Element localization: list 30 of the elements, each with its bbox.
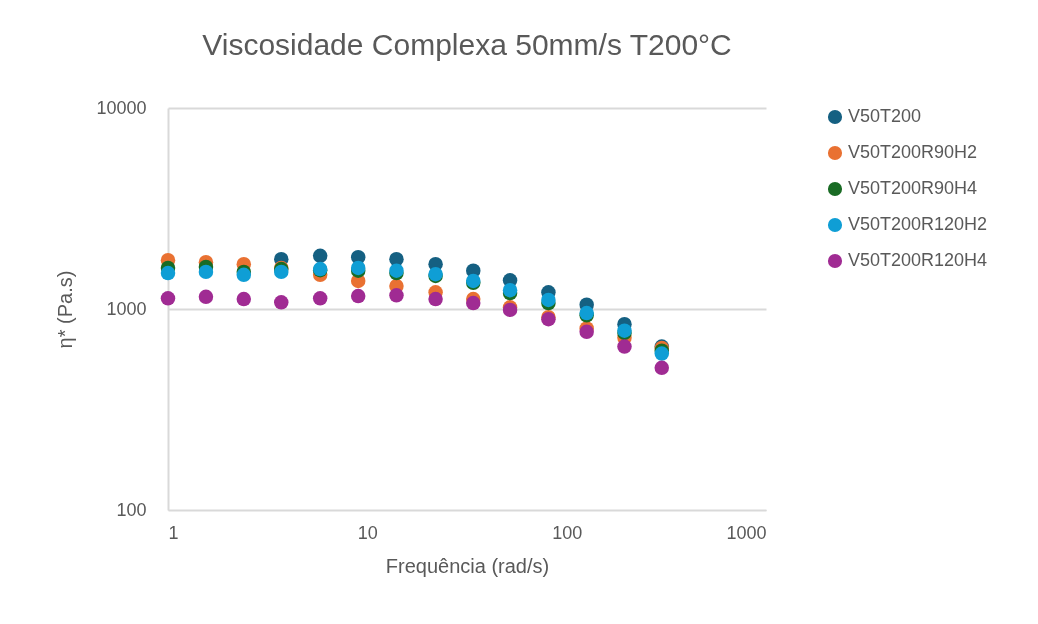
chart-title: Viscosidade Complexa 50mm/s T200°C bbox=[202, 28, 732, 61]
x-tick-label: 10 bbox=[357, 522, 378, 543]
y-tick-label: 10000 bbox=[96, 97, 147, 118]
y-tick-label: 100 bbox=[116, 499, 147, 520]
point bbox=[312, 291, 328, 306]
point bbox=[579, 324, 594, 340]
x-tick-label: 1000 bbox=[726, 522, 767, 543]
point bbox=[466, 295, 481, 311]
y-tick-label: 1000 bbox=[106, 298, 147, 319]
legend-label: V50T200R90H2 bbox=[848, 142, 978, 162]
point bbox=[350, 288, 366, 304]
point bbox=[312, 248, 328, 263]
x-tick-label: 1 bbox=[168, 522, 179, 543]
x-axis-title: Frequência (rad/s) bbox=[385, 554, 550, 577]
y-axis-title: η* (Pa.s) bbox=[54, 270, 77, 349]
point bbox=[198, 264, 214, 280]
point bbox=[428, 291, 443, 307]
legend-label: V50T200R90H4 bbox=[848, 178, 978, 198]
point bbox=[198, 289, 214, 305]
point bbox=[389, 288, 404, 303]
point bbox=[160, 291, 176, 306]
x-tick-label: 100 bbox=[552, 522, 583, 543]
legend-label: V50T200 bbox=[848, 106, 922, 126]
point bbox=[236, 291, 252, 307]
point bbox=[654, 360, 670, 376]
legend-label: V50T200R120H2 bbox=[848, 214, 988, 234]
legend-label: V50T200R120H4 bbox=[848, 250, 988, 270]
point bbox=[617, 339, 632, 354]
point bbox=[160, 265, 176, 281]
point bbox=[274, 295, 289, 310]
